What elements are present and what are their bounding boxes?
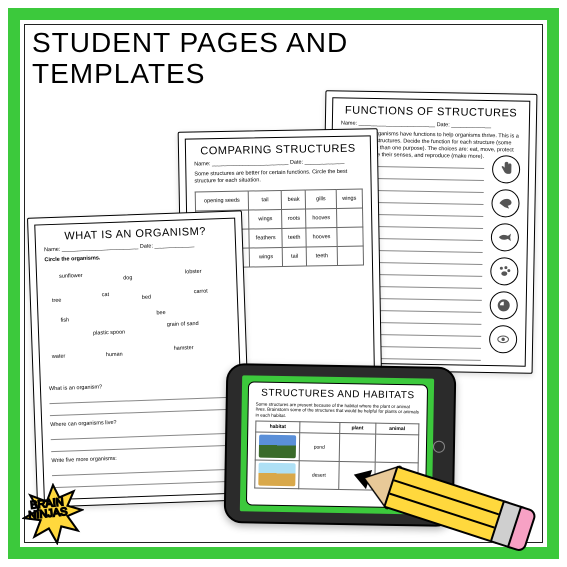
- ws-c-icon-column: [489, 155, 523, 359]
- ws-a-wordcloud: sunflower dog lobster tree cat bed carro…: [45, 264, 232, 380]
- ws-a-title: WHAT IS AN ORGANISM?: [43, 225, 226, 243]
- ws-b-instr: Some structures are better for certain f…: [194, 169, 362, 186]
- logo-text: BRAIN NINJAS: [27, 497, 68, 522]
- bird-icon: [491, 189, 519, 217]
- eye-icon: [489, 325, 517, 353]
- worksheet-organism: WHAT IS AN ORGANISM? Name: _____________…: [27, 210, 252, 507]
- ws-a-instr: Circle the organisms.: [44, 251, 227, 265]
- hand-icon: [492, 155, 520, 183]
- paws-icon: [490, 257, 518, 285]
- desert-image: [255, 460, 299, 489]
- header-line1: STUDENT PAGES AND: [32, 28, 348, 59]
- page-title: STUDENT PAGES AND TEMPLATES: [32, 28, 348, 90]
- tablet-instr: Some structures are present because of t…: [255, 402, 419, 421]
- ws-c-title: FUNCTIONS OF STRUCTURES: [341, 104, 521, 119]
- fish-icon: [491, 223, 519, 251]
- ws-b-meta: Name: _________________________ Date: __…: [194, 159, 362, 168]
- shell-icon: [489, 291, 517, 319]
- brain-ninjas-logo: BRAIN NINJAS: [22, 483, 84, 545]
- header-line2: TEMPLATES: [32, 59, 348, 90]
- pond-image: [255, 432, 299, 461]
- ws-b-title: COMPARING STRUCTURES: [194, 143, 362, 158]
- ws-a-questions: What is an organism? Where can organisms…: [49, 380, 235, 488]
- tablet-title: STRUCTURES AND HABITATS: [256, 388, 420, 402]
